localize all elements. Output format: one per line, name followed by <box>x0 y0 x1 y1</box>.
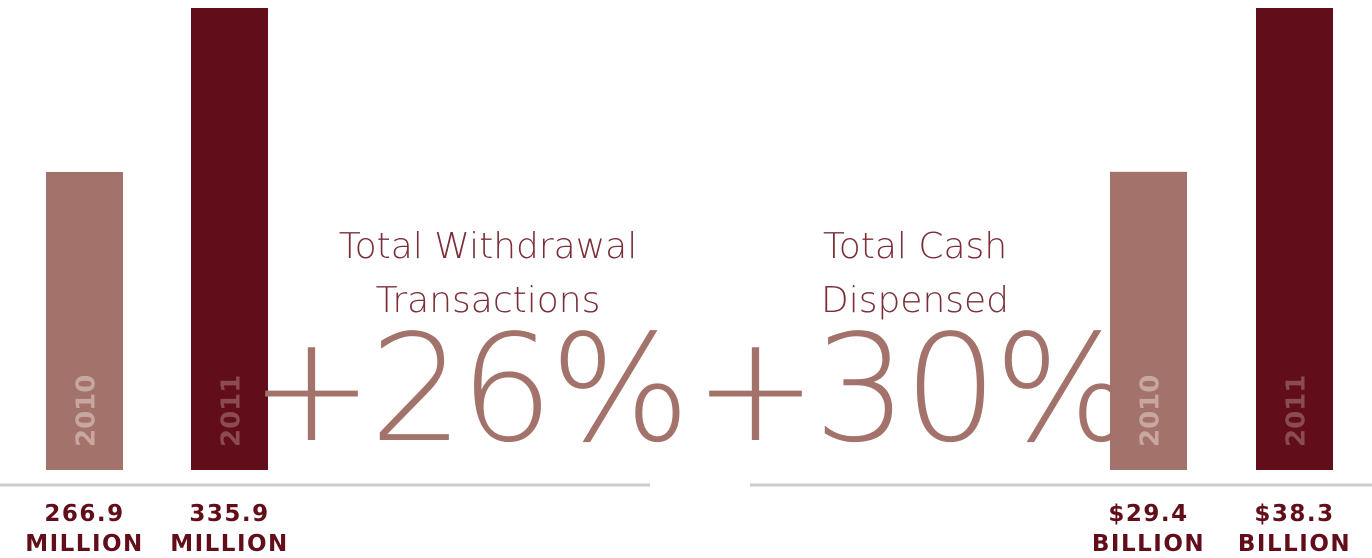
chart-title: Dispensed <box>821 280 1009 321</box>
category-label: 2010 <box>1136 375 1166 447</box>
chart-title: Total Withdrawal <box>339 226 637 267</box>
bar <box>46 171 123 470</box>
unit-label: BILLION <box>1092 531 1205 557</box>
bar <box>1256 8 1333 470</box>
bar <box>1110 171 1187 471</box>
category-label: 2011 <box>1282 375 1312 447</box>
change-annotation: +30% <box>694 303 1131 475</box>
unit-label: MILLION <box>170 531 289 557</box>
unit-label: MILLION <box>25 531 144 557</box>
value-label: 266.9 <box>44 501 124 527</box>
bar <box>191 8 268 470</box>
value-label: $38.3 <box>1254 501 1334 527</box>
category-label: 2011 <box>217 375 247 447</box>
unit-label: BILLION <box>1238 531 1351 557</box>
value-label: 335.9 <box>189 501 269 527</box>
change-annotation: +26% <box>250 303 687 475</box>
category-label: 2010 <box>72 375 102 447</box>
chart-title: Total Cash <box>823 226 1007 267</box>
value-label: $29.4 <box>1108 501 1188 527</box>
chart-title: Transactions <box>376 280 601 321</box>
